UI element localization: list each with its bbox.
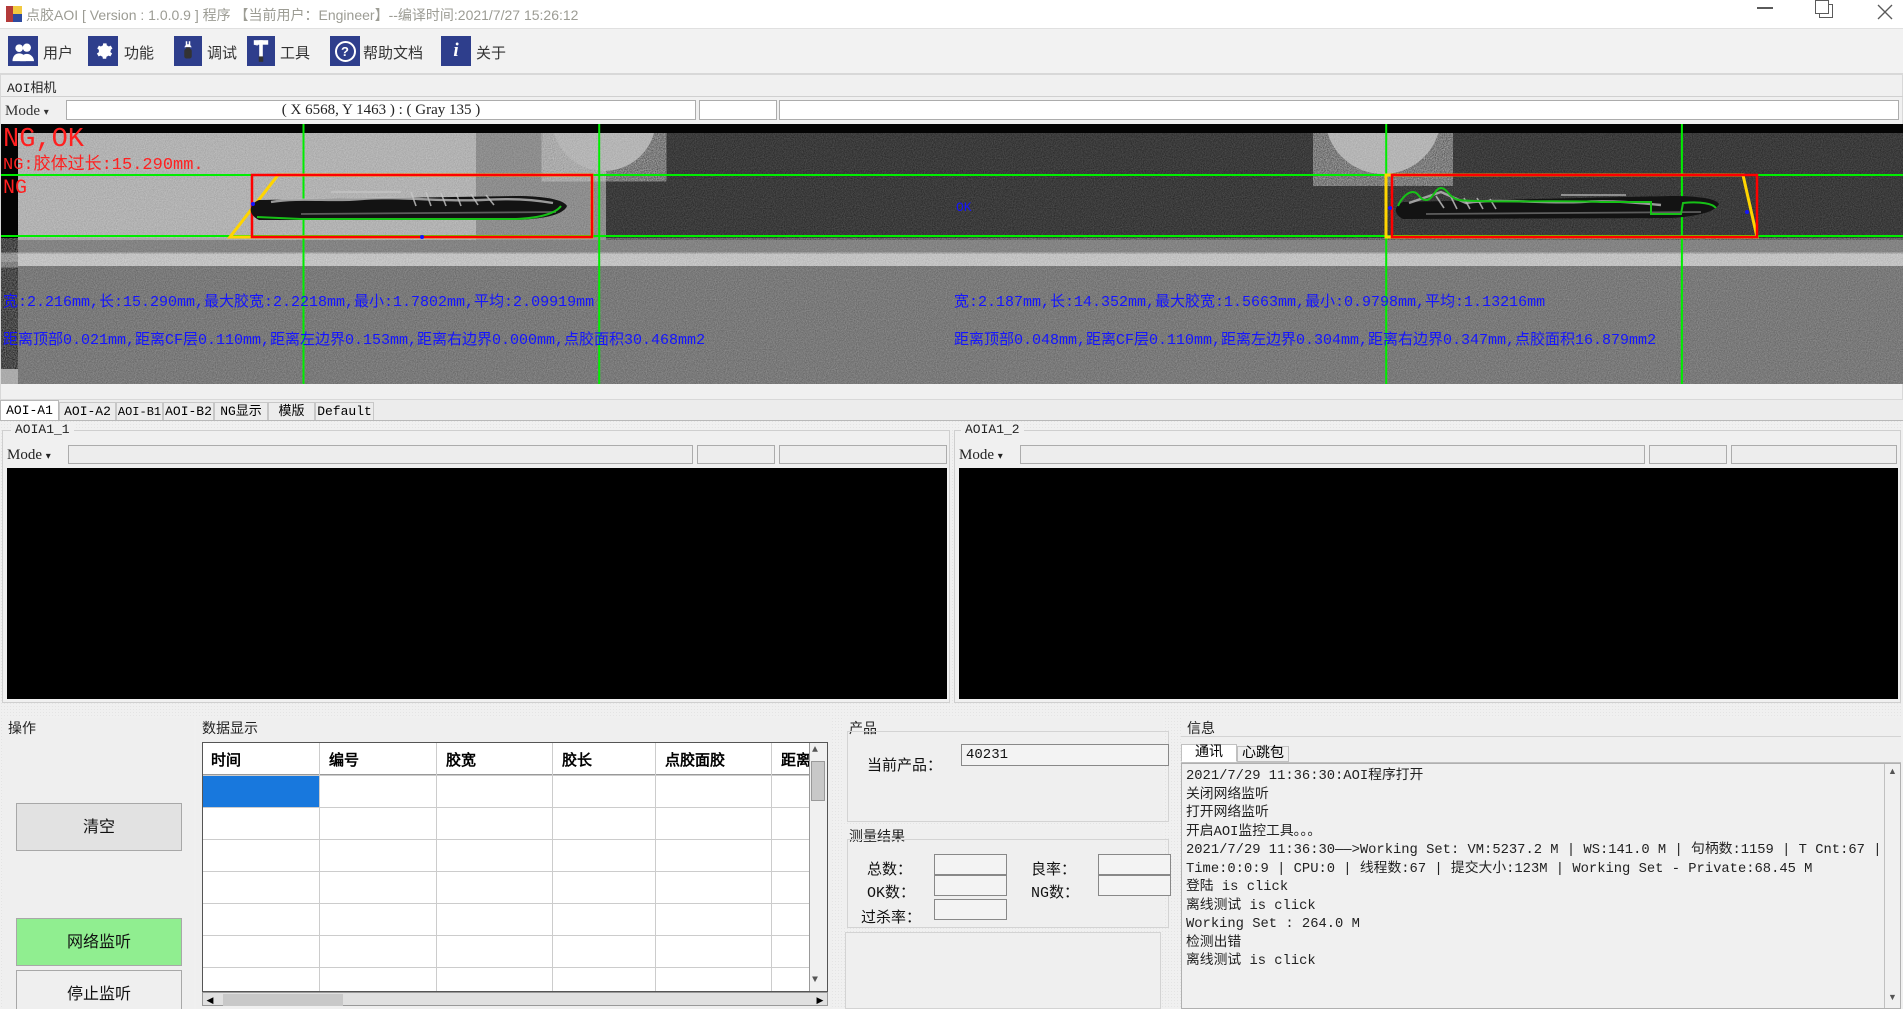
- svg-text:OK: OK: [956, 200, 972, 215]
- svg-text:NG,OK: NG,OK: [3, 125, 85, 155]
- svg-text:NG:胶体过长:15.290mm.: NG:胶体过长:15.290mm.: [3, 154, 204, 175]
- svg-text:NG: NG: [3, 177, 27, 200]
- svg-text:距离顶部0.021mm,距离CF层0.110mm,距离左边界: 距离顶部0.021mm,距离CF层0.110mm,距离左边界0.153mm,距离…: [3, 331, 705, 349]
- svg-text:距离顶部0.048mm,距离CF层0.110mm,距离左边界: 距离顶部0.048mm,距离CF层0.110mm,距离左边界0.304mm,距离…: [954, 331, 1656, 349]
- svg-text:宽:2.187mm,长:14.352mm,最大胶宽:1.56: 宽:2.187mm,长:14.352mm,最大胶宽:1.5663mm,最小:0.…: [954, 293, 1545, 311]
- svg-text:宽:2.216mm,长:15.290mm,最大胶宽:2.22: 宽:2.216mm,长:15.290mm,最大胶宽:2.2218mm,最小:1.…: [3, 293, 594, 311]
